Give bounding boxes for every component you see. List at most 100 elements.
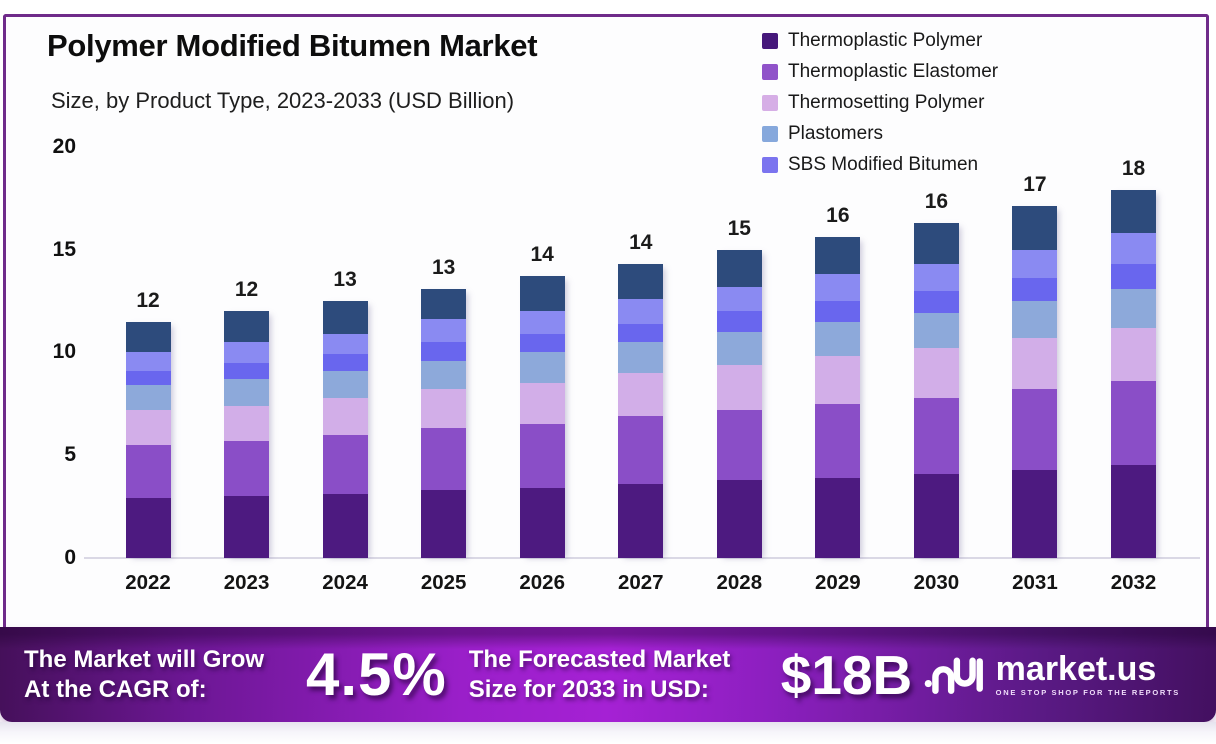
- bar-segment: [1012, 300, 1058, 338]
- x-axis-label: 2022: [125, 571, 171, 594]
- stacked-bar-2032: [1111, 189, 1156, 558]
- bar-total-label: 13: [333, 268, 357, 291]
- bar-total-label: 14: [629, 230, 653, 254]
- stacked-bar-2030: [913, 222, 959, 558]
- bar-segment: [322, 434, 368, 495]
- bar-segment: [125, 385, 171, 410]
- bar-segment: [815, 300, 861, 322]
- bar-segment: [815, 274, 861, 301]
- bar-segment: [913, 473, 959, 558]
- bar-segment: [125, 352, 171, 371]
- x-axis-label: 2026: [519, 571, 565, 594]
- forecast-value: $18B: [780, 643, 913, 706]
- bar-total-label: 16: [826, 204, 850, 228]
- bar-segment: [913, 313, 959, 349]
- legend-item: Thermoplastic Polymer: [762, 25, 998, 56]
- bar-segment: [1012, 469, 1058, 558]
- bar-segment: [716, 286, 762, 312]
- bar-segment: [519, 352, 565, 384]
- bar-segment: [1111, 288, 1156, 328]
- x-axis-label: 2023: [223, 571, 270, 594]
- bar-segment: [519, 311, 565, 334]
- bar-segment: [322, 301, 368, 334]
- bar-segment: [1111, 327, 1156, 382]
- stacked-bar-2027: [618, 263, 664, 558]
- legend-label: Thermoplastic Polymer: [788, 29, 983, 51]
- bar-segment: [322, 354, 368, 371]
- legend-label: SBS Modified Bitumen: [788, 153, 979, 175]
- bar-segment: [224, 311, 270, 343]
- bar-segment: [618, 263, 664, 299]
- x-axis-label: 2027: [617, 571, 664, 594]
- bar-segment: [716, 311, 762, 332]
- bar-segment: [716, 249, 762, 287]
- bar-segment: [1111, 263, 1156, 289]
- bar-segment: [125, 444, 171, 499]
- bar-segment: [913, 348, 959, 398]
- x-axis-baseline: [84, 557, 1200, 559]
- bar-segment: [224, 405, 270, 441]
- bar-segment: [815, 477, 861, 558]
- bar-segment: [815, 321, 861, 357]
- bar-segment: [1111, 465, 1156, 558]
- legend-label: Thermosetting Polymer: [788, 91, 985, 113]
- bar-segment: [1111, 381, 1156, 466]
- stacked-bar-2023: [224, 311, 270, 558]
- marketus-logo-text: market.us ONE STOP SHOP FOR THE REPORTS: [996, 652, 1180, 697]
- bar-segment: [716, 409, 762, 480]
- bar-total-label: 16: [924, 189, 949, 213]
- bar-segment: [224, 379, 270, 406]
- bar-total-label: 14: [530, 243, 554, 267]
- bar-segment: [224, 440, 270, 497]
- bar-segment: [1012, 278, 1058, 301]
- bar-segment: [618, 298, 664, 324]
- bar-segment: [1012, 389, 1058, 470]
- bar-segment: [322, 333, 368, 355]
- bar-segment: [322, 397, 368, 435]
- x-axis-label: 2030: [913, 571, 960, 594]
- bar-segment: [1012, 337, 1058, 390]
- bar-segment: [322, 370, 368, 398]
- y-axis-tick: 20: [52, 134, 76, 158]
- bar-segment: [322, 494, 368, 558]
- bar-segment: [421, 490, 467, 558]
- stacked-bar-2028: [716, 249, 762, 558]
- bar-segment: [421, 428, 467, 491]
- bar-segment: [913, 263, 959, 291]
- bar-segment: [913, 290, 959, 314]
- bar-segment: [815, 356, 861, 404]
- stacked-bar-2026: [519, 276, 565, 558]
- bar-total-label: 15: [727, 216, 751, 240]
- marketus-logo-icon: [924, 657, 983, 694]
- banner-left-line1: The Market will Grow: [24, 645, 265, 673]
- x-axis-label: 2025: [420, 571, 467, 594]
- bar-segment: [716, 364, 762, 410]
- stacked-bar-2029: [815, 237, 861, 558]
- bar-segment: [224, 342, 270, 363]
- bar-segment: [1111, 189, 1156, 234]
- bar-segment: [716, 479, 762, 558]
- bar-segment: [618, 323, 664, 343]
- page-title: Polymer Modified Bitumen Market: [47, 28, 538, 63]
- page-subtitle: Size, by Product Type, 2023-2033 (USD Bi…: [51, 88, 515, 113]
- legend-swatch: [762, 94, 778, 111]
- bar-segment: [421, 288, 467, 320]
- bar-segment: [519, 333, 565, 353]
- bar-segment: [421, 360, 467, 390]
- bar-total-label: 12: [234, 278, 259, 302]
- legend-item: Thermoplastic Elastomer: [762, 56, 998, 87]
- stacked-bar-2031: [1012, 206, 1058, 558]
- legend-swatch: [762, 63, 778, 80]
- cagr-banner: The Market will Grow At the CAGR of: 4.5…: [0, 627, 1216, 722]
- legend-swatch: [762, 32, 778, 49]
- bar-segment: [1012, 249, 1058, 279]
- banner-mid-text: The Forecasted Market Size for 2033 in U…: [469, 645, 769, 705]
- stacked-bar-2025: [421, 288, 467, 558]
- stacked-bar-2024: [322, 301, 368, 558]
- bar-segment: [815, 237, 861, 275]
- bar-segment: [519, 488, 565, 558]
- y-axis-tick: 10: [52, 340, 76, 364]
- bar-segment: [224, 496, 270, 558]
- bar-segment: [421, 319, 467, 343]
- y-axis-tick: 15: [52, 237, 76, 261]
